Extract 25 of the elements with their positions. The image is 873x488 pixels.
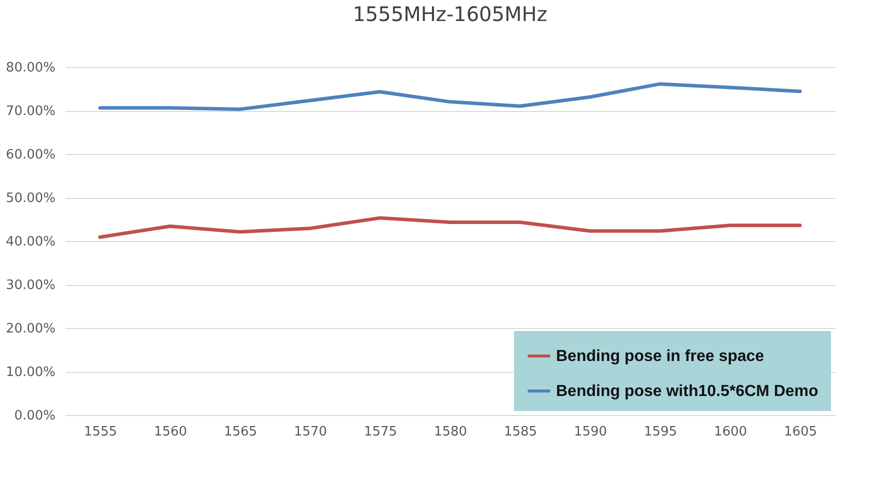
line-series	[98, 216, 802, 239]
y-tick-label: 70.00%	[6, 104, 56, 119]
line-series	[98, 82, 802, 111]
y-tick-label: 10.00%	[6, 365, 56, 380]
y-tick-label: 20.00%	[6, 322, 56, 336]
chart-title: 1555MHz-1605MHz	[352, 2, 548, 26]
y-tick-label: 40.00%	[6, 234, 56, 250]
x-tick-label: 1590	[574, 424, 608, 440]
x-tick-label: 1580	[434, 424, 468, 440]
y-tick-label: 60.00%	[6, 148, 56, 162]
y-tick-label: 30.00%	[6, 278, 56, 293]
x-tick-label: 1605	[784, 424, 818, 440]
x-tick-label: 1595	[644, 424, 678, 440]
x-tick-label: 1585	[504, 424, 538, 440]
y-tick-label: 50.00%	[6, 191, 56, 206]
x-tick-label: 1560	[154, 424, 188, 440]
x-tick-label: 1565	[224, 424, 258, 440]
x-tick-label: 1575	[364, 424, 398, 440]
legend-label: Bending pose with10.5*6CM Demo	[556, 383, 818, 400]
x-tick-label: 1555	[84, 424, 118, 440]
x-tick-label: 1600	[714, 424, 748, 440]
y-tick-label: 80.00%	[6, 60, 56, 76]
x-tick-label: 1570	[294, 424, 328, 440]
y-tick-label: 0.00%	[14, 408, 56, 424]
legend-label: Bending pose in free space	[556, 348, 764, 365]
